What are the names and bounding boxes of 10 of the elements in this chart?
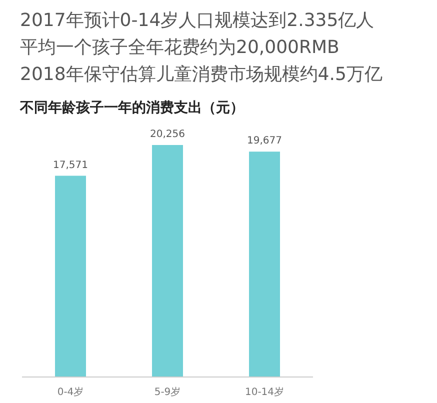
x-tick-label: 5-9岁	[154, 386, 181, 398]
text: 2017年预计0-14岁人口规模达到2.335亿人	[20, 10, 374, 31]
data-label: 19,677	[247, 136, 282, 147]
text: 平均一个孩子全年花费约为20,000RMB	[20, 37, 340, 58]
data-label: 20,256	[150, 129, 185, 140]
data-label: 17,571	[53, 160, 88, 171]
chart-title: 不同年龄孩子一年的消费支出（元）	[19, 99, 244, 116]
text: 2018年保守估算儿童消费市场规模约4.5万亿	[20, 64, 382, 85]
x-tick-label: 0-4岁	[57, 386, 84, 398]
x-tick-label: 10-14岁	[244, 386, 284, 398]
